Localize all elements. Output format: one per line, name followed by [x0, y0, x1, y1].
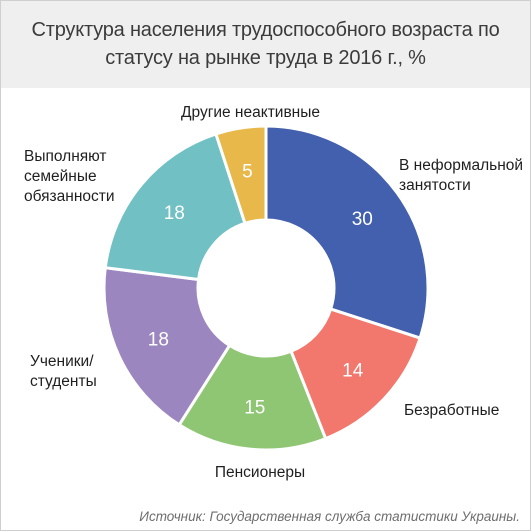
donut-slice	[289, 307, 422, 441]
donut-slice	[102, 266, 232, 427]
donut-slices	[102, 124, 430, 452]
slice-category-label-line: Выполняют	[24, 148, 107, 165]
donut-chart: 30 14 15 18 18 5 В неформальной занятости Безра…	[24, 104, 523, 481]
slice-category-label-line: обязанности	[24, 188, 115, 205]
slice-value-label: 30	[352, 209, 373, 230]
slice-category-label: Выполняют семейные обязанности	[24, 148, 115, 205]
slice-category-label-line: В неформальной	[399, 157, 523, 174]
slice-value-label: 18	[164, 203, 185, 224]
chart-title-line-1: Структура населения трудоспособного возр…	[31, 19, 500, 41]
slice-category-label-line: Ученики/	[30, 353, 94, 370]
slice-category-label-line: Пенсионеры	[215, 464, 305, 481]
chart-title-line-2: статусу на рынке труда в 2016 г., %	[105, 47, 426, 69]
slice-value-label: 14	[342, 360, 364, 381]
slice-value-label: 18	[148, 330, 169, 351]
slice-category-label: В неформальной занятости	[399, 157, 523, 194]
slice-category-label: Другие неактивные	[181, 104, 320, 121]
source-note: Источник: Государственная служба статист…	[139, 509, 520, 524]
slice-category-label-line: семейные	[24, 168, 97, 185]
slice-category-label-line: Безработные	[404, 402, 499, 419]
donut-slice	[177, 343, 328, 452]
slice-category-label: Безработные	[404, 402, 499, 419]
donut-slice	[214, 124, 268, 226]
slice-category-label-line: Другие неактивные	[181, 104, 320, 121]
slice-category-label-line: студенты	[30, 373, 97, 390]
slice-value-label: 15	[244, 397, 265, 418]
slice-category-label: Ученики/студенты	[30, 353, 97, 390]
slice-category-labels: В неформальной занятости Безработные Пенсио…	[24, 104, 523, 481]
slice-value-label: 5	[242, 161, 253, 182]
donut-slice	[103, 132, 247, 282]
slice-category-label-line: занятости	[399, 177, 471, 194]
slice-value-labels: 30 14 15 18 18 5	[148, 161, 373, 418]
chart-title-band: Структура населения трудоспособного возр…	[1, 1, 530, 88]
donut-slice	[264, 124, 430, 340]
slice-category-label: Пенсионеры	[215, 464, 305, 481]
